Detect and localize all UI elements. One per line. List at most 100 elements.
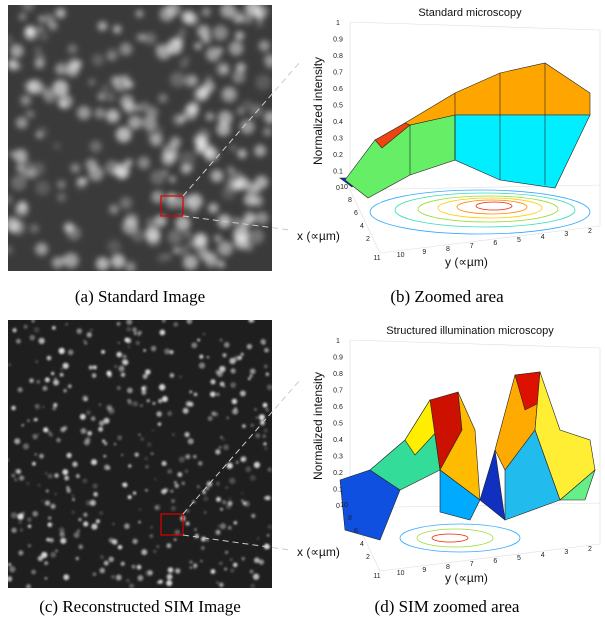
blob: [255, 176, 268, 189]
blob: [266, 408, 269, 411]
blob: [145, 457, 148, 460]
blob: [243, 501, 247, 505]
y-tick-label: 2: [588, 228, 592, 235]
blob: [207, 539, 209, 541]
blob: [268, 525, 273, 530]
blob: [8, 60, 19, 71]
blob: [256, 417, 258, 419]
blob: [52, 407, 56, 411]
blob: [116, 352, 122, 358]
blob: [29, 378, 34, 383]
figure: (a) Standard Image (b) Zoomed area (c) R…: [0, 0, 605, 620]
blob: [52, 326, 56, 330]
blob: [159, 7, 174, 22]
blob: [238, 150, 246, 158]
blob: [251, 514, 255, 518]
y-tick-label: 10: [397, 570, 405, 577]
blob: [167, 229, 182, 244]
blob: [11, 175, 27, 191]
blob: [230, 368, 235, 373]
blob: [167, 469, 172, 474]
blob: [264, 428, 268, 432]
blob: [220, 523, 226, 529]
blob: [257, 537, 259, 539]
blob: [197, 25, 210, 38]
blob: [37, 433, 39, 435]
blob: [211, 569, 216, 574]
blob: [263, 403, 268, 408]
blob: [38, 16, 44, 22]
blob: [85, 342, 87, 344]
z-tick-label: 1: [336, 338, 340, 345]
blob: [142, 385, 147, 390]
blob: [76, 328, 82, 334]
blob: [103, 418, 109, 424]
blob: [220, 3, 235, 18]
blob: [186, 401, 192, 407]
blob: [66, 486, 69, 489]
blob: [194, 42, 201, 49]
blob: [16, 339, 21, 344]
blob: [208, 416, 213, 421]
blob: [103, 455, 106, 458]
blob: [63, 389, 67, 393]
blob: [237, 177, 250, 190]
z-tick-label: 0.6: [333, 404, 343, 411]
blob: [135, 34, 142, 41]
blob: [172, 433, 175, 436]
blob: [229, 41, 243, 55]
blob: [18, 201, 28, 211]
y-tick-label: 3: [564, 231, 568, 238]
blob: [162, 169, 168, 175]
blob: [11, 473, 15, 477]
blob: [251, 424, 254, 427]
blob: [219, 583, 224, 588]
blob: [93, 365, 97, 369]
blob: [47, 356, 52, 361]
blob: [213, 25, 228, 40]
blob: [48, 474, 53, 479]
blob: [24, 80, 36, 92]
blob: [216, 497, 221, 502]
blob: [3, 195, 13, 205]
blob: [14, 478, 17, 481]
blob: [48, 522, 54, 528]
blob: [224, 568, 227, 571]
blob: [186, 522, 190, 526]
blob: [151, 346, 156, 351]
blob: [223, 386, 225, 388]
blob: [204, 511, 207, 514]
blob: [224, 342, 230, 348]
blob: [203, 333, 205, 335]
blob: [60, 538, 66, 544]
blob: [71, 163, 81, 173]
blob: [244, 193, 257, 206]
blob: [222, 186, 236, 200]
blob: [36, 380, 40, 384]
blob: [147, 442, 151, 446]
blob: [232, 217, 240, 225]
z-tick-label: 0.5: [333, 103, 343, 110]
blob: [26, 584, 31, 589]
blob: [26, 482, 29, 485]
blob: [167, 574, 173, 580]
blob: [181, 164, 191, 174]
blob: [154, 215, 166, 227]
blob: [28, 525, 31, 528]
blob: [166, 580, 172, 586]
blob: [156, 411, 161, 416]
blob: [184, 231, 192, 239]
z-tick-label: 0.4: [333, 119, 343, 126]
blob: [11, 512, 17, 518]
x-tick-label: 2: [366, 236, 370, 243]
blob: [234, 356, 239, 361]
blob: [134, 332, 137, 335]
blob: [169, 151, 179, 161]
blob: [200, 560, 202, 562]
blob: [99, 511, 103, 515]
blob: [188, 438, 194, 444]
z-tick-label: 0.5: [333, 421, 343, 428]
blob: [9, 151, 15, 157]
y-tick-label: 7: [470, 243, 474, 250]
blob: [47, 431, 51, 435]
